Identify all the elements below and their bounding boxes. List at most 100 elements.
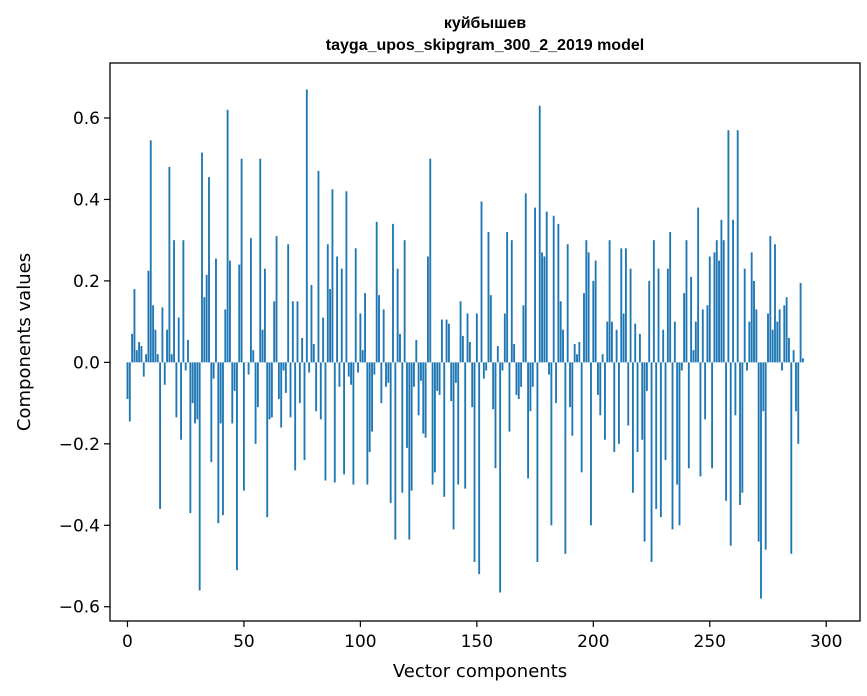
bar-115 — [394, 362, 397, 540]
bar-120 — [406, 362, 408, 448]
bar-274 — [764, 362, 767, 550]
bar-116 — [396, 268, 399, 363]
bar-127 — [422, 362, 425, 434]
bars-group — [126, 89, 804, 599]
bar-189 — [566, 244, 569, 363]
bar-119 — [403, 240, 406, 363]
bar-70 — [289, 362, 292, 418]
bar-233 — [669, 232, 672, 363]
bar-68 — [284, 362, 287, 393]
chart-subtitle: tayga_upos_skipgram_300_2_2019 model — [326, 37, 644, 54]
bar-227 — [655, 362, 658, 509]
bar-49 — [240, 158, 243, 363]
bar-122 — [410, 362, 413, 491]
bar-140 — [452, 362, 455, 530]
x-tick-label: 300 — [810, 632, 842, 652]
bar-94 — [345, 191, 348, 363]
bar-76 — [303, 362, 306, 461]
bar-98 — [354, 248, 357, 363]
bar-9 — [147, 270, 150, 363]
bar-150 — [475, 313, 478, 363]
bar-74 — [298, 362, 301, 404]
bar-20 — [173, 240, 175, 363]
bar-159 — [496, 346, 499, 363]
bar-8 — [145, 354, 148, 363]
bar-83 — [319, 362, 322, 420]
bar-145 — [464, 362, 467, 489]
bar-234 — [671, 362, 674, 530]
bar-187 — [562, 329, 564, 363]
bar-186 — [559, 301, 562, 363]
bar-155 — [487, 232, 490, 363]
bar-193 — [576, 354, 578, 363]
bar-276 — [769, 236, 772, 363]
bar-109 — [380, 362, 383, 404]
bar-0 — [126, 362, 129, 400]
bar-290 — [802, 358, 804, 363]
bar-218 — [634, 323, 637, 363]
bar-59 — [263, 268, 266, 363]
bar-143 — [459, 301, 462, 363]
bar-24 — [182, 240, 185, 363]
bar-84 — [322, 317, 325, 363]
bar-89 — [333, 362, 336, 483]
x-tick-label: 250 — [694, 632, 726, 652]
bar-92 — [340, 268, 343, 363]
bar-112 — [387, 362, 390, 383]
bar-5 — [138, 342, 141, 363]
chart-title: куйбышев — [444, 15, 527, 32]
bar-66 — [280, 362, 283, 428]
bar-198 — [587, 252, 590, 363]
bar-134 — [438, 362, 441, 395]
bar-77 — [305, 89, 308, 363]
bar-289 — [799, 282, 802, 363]
bar-279 — [776, 321, 779, 363]
bar-10 — [149, 140, 152, 363]
bar-56 — [256, 362, 259, 408]
bar-224 — [648, 280, 651, 363]
bar-176 — [536, 362, 539, 562]
bar-236 — [676, 362, 679, 485]
bar-6 — [140, 346, 143, 363]
bar-48 — [238, 264, 241, 363]
bar-32 — [201, 152, 203, 363]
x-axis-label: Vector components — [393, 661, 567, 682]
bar-260 — [732, 219, 734, 363]
x-tick-label: 100 — [344, 632, 376, 652]
bar-1 — [128, 362, 131, 422]
bar-148 — [471, 362, 474, 408]
bar-214 — [624, 248, 627, 363]
bar-40 — [219, 362, 222, 424]
bar-235 — [673, 321, 676, 363]
bar-220 — [638, 333, 641, 363]
bar-225 — [650, 362, 653, 562]
bar-251 — [711, 362, 714, 469]
bar-130 — [429, 158, 432, 363]
bar-107 — [375, 221, 378, 363]
bar-181 — [548, 362, 550, 375]
bar-29 — [194, 362, 196, 424]
bar-44 — [229, 260, 231, 363]
bar-281 — [781, 362, 783, 371]
bar-183 — [552, 215, 555, 363]
bar-132 — [433, 362, 436, 473]
x-tick-label: 0 — [122, 632, 133, 652]
bar-249 — [706, 305, 709, 363]
bar-273 — [762, 362, 765, 412]
bar-173 — [529, 362, 532, 412]
bar-4 — [135, 350, 138, 363]
bar-158 — [494, 362, 497, 469]
bar-133 — [436, 362, 439, 391]
y-tick-label: 0.6 — [73, 109, 100, 129]
bar-196 — [583, 293, 585, 363]
bar-45 — [231, 362, 234, 424]
bar-178 — [541, 252, 543, 363]
bar-50 — [243, 362, 245, 491]
bar-160 — [499, 362, 502, 593]
bar-182 — [550, 362, 553, 526]
bar-231 — [664, 362, 667, 461]
bar-67 — [282, 362, 285, 371]
bar-13 — [156, 354, 159, 363]
bar-232 — [666, 268, 669, 363]
y-axis-label: Components values — [14, 253, 35, 431]
